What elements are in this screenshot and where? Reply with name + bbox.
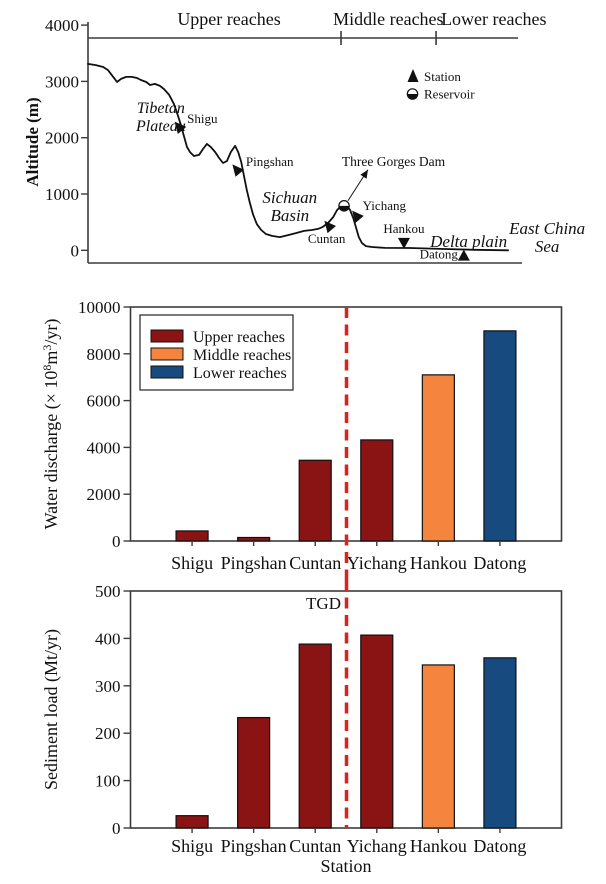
region-label: Sichuan [262, 188, 317, 207]
y-tick-label: 200 [95, 724, 121, 743]
station-label: Pingshan [246, 154, 294, 169]
legend-reservoir-label: Reservoir [424, 87, 475, 102]
station-label: Cuntan [308, 231, 346, 246]
bar-hankou [421, 374, 455, 542]
y-tick-label: 0 [71, 241, 80, 260]
y-tick-label: 10000 [78, 298, 121, 317]
tgd-annotation: TGD [306, 594, 341, 613]
y-tick-label: 4000 [45, 16, 79, 35]
y-tick-label: 8000 [87, 345, 121, 364]
y-tick-label: 6000 [87, 392, 121, 411]
y-axis-title: Sediment load (Mt/yr) [41, 629, 62, 790]
dam-arrowhead [360, 169, 368, 179]
y-tick-label: 0 [112, 532, 121, 551]
y-tick-label: 400 [95, 629, 121, 648]
legend-station-icon [407, 69, 419, 82]
y-tick-label: 1000 [45, 185, 79, 204]
legend-label: Upper reaches [193, 329, 285, 346]
station-marker [397, 237, 410, 249]
y-tick-label: 3000 [45, 72, 79, 91]
panel-sediment-load-chart: 0 100 200 300 400 500 Shigu Pingshan Cuntan Yicha… [41, 580, 563, 876]
y-axis-title: Altitude (m) [23, 97, 42, 186]
y-tick-label: 2000 [87, 485, 121, 504]
bar-cuntan [298, 459, 332, 542]
station-label: Shigu [187, 111, 218, 126]
x-category-label: Shigu [171, 836, 213, 856]
station-marker [457, 249, 470, 261]
region-label: Sea [535, 237, 560, 256]
reach-label: Lower reaches [441, 9, 546, 29]
dam-label: Three Gorges Dam [342, 154, 446, 169]
reach-label: Middle reaches [333, 9, 443, 29]
y-tick-label: 0 [112, 819, 121, 838]
region-label: Basin [270, 206, 309, 225]
x-category-label: Yichang [347, 836, 407, 856]
x-category-label: Hankou [410, 553, 467, 573]
x-category-label: Cuntan [289, 553, 341, 573]
region-label: Plateau [135, 118, 186, 135]
y-tick-label: 500 [95, 582, 121, 601]
y-tick-label: 300 [95, 677, 121, 696]
reservoir-symbol-fill [407, 94, 418, 100]
bar-pingshan [237, 536, 271, 542]
y-tick-label: 4000 [87, 438, 121, 457]
y-tick-label: 2000 [45, 129, 79, 148]
x-category-label: Shigu [171, 553, 213, 573]
legend-swatch-lower [150, 365, 184, 379]
x-category-label: Pingshan [221, 553, 287, 573]
legend-label: Lower reaches [193, 365, 287, 382]
station-marker [174, 121, 187, 134]
legend-station-label: Station [424, 69, 461, 84]
bar-datong [483, 657, 517, 829]
x-category-label: Hankou [410, 836, 467, 856]
reservoir-symbol-fill [338, 205, 350, 212]
panel-water-discharge-chart: 0 2000 4000 6000 8000 10000 Shigu Pingshan Cunta… [40, 298, 563, 580]
x-axis-title: Station [320, 856, 371, 876]
station-marker [232, 164, 244, 177]
river-profile-curve [87, 63, 510, 252]
bar-datong [483, 330, 517, 542]
region-label: East China [508, 219, 585, 238]
x-category-label: Datong [473, 553, 526, 573]
x-category-label: Yichang [347, 553, 407, 573]
x-category-label: Pingshan [221, 836, 287, 856]
bar-yichang [360, 439, 394, 542]
reach-label: Upper reaches [177, 9, 280, 29]
station-label: Yichang [363, 198, 407, 213]
region-label: Tibetan [137, 100, 185, 117]
bar-pingshan [237, 716, 271, 829]
x-category-label: Datong [473, 836, 526, 856]
bar-shigu [175, 815, 209, 829]
legend-swatch-middle [150, 347, 184, 361]
station-label: Hankou [383, 221, 425, 236]
bar-hankou [421, 664, 455, 829]
legend-swatch-upper [150, 329, 184, 343]
y-tick-label: 100 [95, 772, 121, 791]
x-category-label: Cuntan [289, 836, 341, 856]
bar-cuntan [298, 643, 332, 829]
y-axis-title: Water discharge (× 108m3/yr) [40, 319, 62, 530]
region-label: Delta plain [429, 232, 507, 251]
station-label: Datong [420, 247, 459, 262]
bar-shigu [175, 530, 209, 542]
station-marker [324, 220, 336, 234]
station-marker [352, 210, 364, 223]
legend-label: Middle reaches [193, 347, 291, 364]
bar-yichang [360, 634, 394, 829]
